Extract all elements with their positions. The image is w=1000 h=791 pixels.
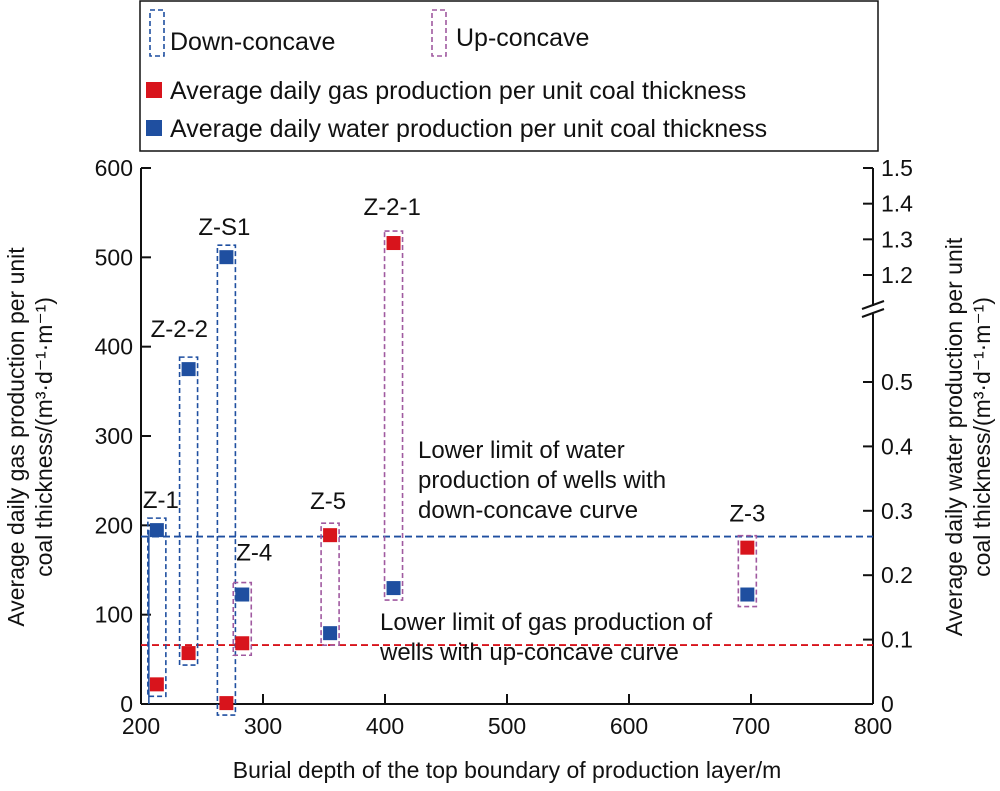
marks: Lower limit of water production of wells …	[141, 194, 873, 716]
gas-point	[219, 696, 234, 711]
water-point	[219, 250, 234, 265]
legend-swatch-water	[146, 120, 162, 136]
reference-line-label: production of wells with	[418, 467, 666, 494]
gas-point	[740, 540, 755, 555]
legend-label-up-concave: Up-concave	[456, 24, 589, 52]
y-right-tick-label: 0	[881, 691, 894, 717]
reference-line-label: Lower limit of gas production of	[380, 609, 713, 636]
well-box-down-concave	[178, 356, 199, 666]
y-left-label-line2: coal thickness/(m³·d⁻¹·m⁻¹)	[31, 297, 57, 577]
reference-line-label: wells with up-concave curve	[379, 639, 679, 666]
x-tick-label: 300	[244, 713, 282, 739]
well-label: Z-4	[236, 540, 272, 567]
y-right-tick-label: 0.5	[881, 369, 913, 395]
y-left-tick-label: 100	[95, 602, 133, 628]
well-box-up-concave	[737, 534, 758, 608]
y-left-label-line1: Average daily gas production per unit	[3, 247, 29, 627]
x-tick-label: 800	[854, 713, 892, 739]
legend-swatch-down-concave	[149, 9, 165, 57]
well-box-down-concave	[147, 517, 167, 698]
legend-frame	[139, 0, 879, 152]
water-point	[181, 362, 196, 377]
water-point	[323, 626, 338, 641]
well-label: Z-3	[729, 501, 765, 528]
gas-point	[386, 236, 401, 251]
water-point	[740, 587, 755, 602]
well-label: Z-5	[310, 488, 346, 515]
y-left-tick-label: 400	[95, 334, 133, 360]
water-point	[386, 581, 401, 596]
gas-point	[149, 677, 164, 692]
axis-break-mark	[861, 300, 885, 310]
axes: 200 300 400 500 600 700 8000100200300400500600…	[95, 155, 914, 739]
legend-label-down-concave: Down-concave	[170, 28, 335, 56]
well-box-down-concave	[216, 244, 237, 716]
y-right-tick-label: 0.2	[881, 562, 913, 588]
y-right-label-line2: coal thickness/(m³·d⁻¹·m⁻¹)	[969, 297, 995, 577]
well-label: Z-1	[143, 487, 179, 514]
y-right-tick-label: 1.3	[881, 226, 913, 252]
y-right-tick-label: 0.3	[881, 498, 913, 524]
water-point	[235, 587, 250, 602]
legend-label-gas: Average daily gas production per unit co…	[170, 77, 746, 105]
legend-swatch-up-concave	[431, 9, 447, 57]
reference-line-label: down-concave curve	[418, 497, 638, 524]
y-left-tick-label: 300	[95, 423, 133, 449]
well-box-up-concave	[320, 522, 340, 646]
x-tick-label: 400	[366, 713, 404, 739]
well-label: Z-2-1	[364, 194, 421, 221]
y-left-tick-label: 0	[120, 691, 133, 717]
x-tick-label: 500	[488, 713, 526, 739]
x-tick-label: 200	[122, 713, 160, 739]
x-axis-label: Burial depth of the top boundary of prod…	[233, 757, 782, 783]
y-right-tick-label: 1.4	[881, 191, 913, 217]
reference-line-label: Lower limit of water	[418, 437, 625, 464]
legend-label-water: Average daily water production per unit …	[170, 115, 767, 143]
gas-point	[181, 646, 196, 661]
legend: Down-concave Up-concave Average daily ga…	[139, 0, 879, 152]
y-right-tick-label: 0.1	[881, 627, 913, 653]
x-tick-label: 700	[732, 713, 770, 739]
well-box-up-concave	[383, 230, 404, 601]
y-left-tick-label: 600	[95, 155, 133, 181]
axis-break-mark	[861, 308, 885, 318]
gas-point	[323, 528, 338, 543]
x-tick-label: 600	[610, 713, 648, 739]
gas-point	[235, 636, 250, 651]
y-left-tick-label: 500	[95, 244, 133, 270]
y-left-tick-label: 200	[95, 512, 133, 538]
well-label: Z-2-2	[151, 316, 208, 343]
y-right-tick-label: 1.5	[881, 155, 913, 181]
y-right-tick-label: 1.2	[881, 262, 913, 288]
water-point	[149, 523, 164, 538]
well-label: Z-S1	[198, 214, 250, 241]
y-right-label-line1: Average daily water production per unit	[941, 237, 967, 636]
legend-swatch-gas	[146, 82, 162, 98]
y-right-tick-label: 0.4	[881, 433, 913, 459]
well-box-up-concave	[232, 581, 253, 657]
